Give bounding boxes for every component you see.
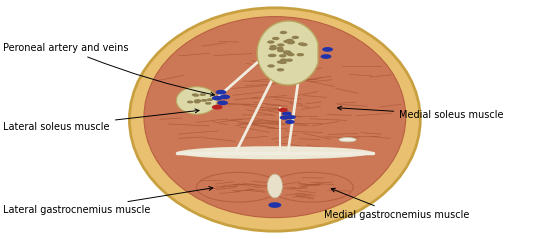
Circle shape (288, 40, 295, 44)
Circle shape (207, 98, 213, 101)
Circle shape (277, 43, 285, 47)
Circle shape (284, 50, 291, 54)
Text: Lateral gastrocnemius muscle: Lateral gastrocnemius muscle (3, 186, 213, 215)
Circle shape (282, 111, 292, 116)
Circle shape (268, 54, 275, 57)
Circle shape (283, 51, 291, 55)
Circle shape (193, 94, 199, 97)
Circle shape (276, 60, 284, 64)
Circle shape (280, 59, 287, 62)
Circle shape (285, 59, 293, 62)
Circle shape (215, 90, 226, 95)
Circle shape (269, 47, 276, 50)
Circle shape (300, 43, 308, 46)
Ellipse shape (270, 172, 353, 202)
Circle shape (286, 115, 296, 119)
Circle shape (279, 54, 287, 57)
Circle shape (287, 41, 294, 44)
Ellipse shape (130, 8, 420, 231)
Text: Lateral soleus muscle: Lateral soleus muscle (3, 109, 199, 132)
Circle shape (292, 36, 299, 39)
Polygon shape (257, 21, 318, 85)
Circle shape (267, 64, 275, 68)
Circle shape (194, 99, 200, 102)
Circle shape (284, 40, 291, 43)
Text: Medial soleus muscle: Medial soleus muscle (338, 106, 504, 120)
Circle shape (276, 68, 284, 71)
Circle shape (285, 52, 293, 55)
Circle shape (217, 100, 228, 105)
Circle shape (201, 99, 207, 102)
Circle shape (267, 40, 275, 44)
Ellipse shape (267, 174, 282, 198)
Circle shape (286, 39, 294, 42)
Circle shape (298, 42, 306, 46)
Circle shape (321, 54, 332, 59)
Circle shape (272, 37, 280, 40)
Circle shape (268, 202, 281, 208)
Circle shape (194, 101, 200, 103)
Circle shape (219, 95, 230, 99)
Circle shape (280, 31, 287, 34)
Circle shape (287, 53, 295, 56)
Circle shape (187, 101, 193, 103)
Polygon shape (177, 87, 217, 114)
Circle shape (199, 93, 206, 96)
Text: Peroneal artery and veins: Peroneal artery and veins (3, 43, 214, 96)
Circle shape (192, 93, 198, 96)
Circle shape (195, 99, 202, 102)
Circle shape (285, 120, 295, 124)
Circle shape (276, 47, 284, 50)
Circle shape (279, 61, 287, 64)
Text: Medial gastrocnemius muscle: Medial gastrocnemius muscle (324, 188, 469, 220)
Circle shape (280, 115, 289, 120)
Circle shape (269, 45, 277, 48)
Circle shape (212, 96, 222, 100)
Circle shape (322, 47, 333, 52)
Circle shape (277, 49, 285, 52)
Ellipse shape (339, 138, 356, 142)
Circle shape (212, 105, 222, 109)
Ellipse shape (177, 146, 373, 159)
Circle shape (205, 102, 212, 105)
Circle shape (269, 54, 276, 57)
Ellipse shape (144, 17, 406, 218)
Ellipse shape (197, 172, 280, 202)
Circle shape (296, 53, 304, 56)
Circle shape (285, 51, 292, 55)
Circle shape (278, 108, 288, 112)
